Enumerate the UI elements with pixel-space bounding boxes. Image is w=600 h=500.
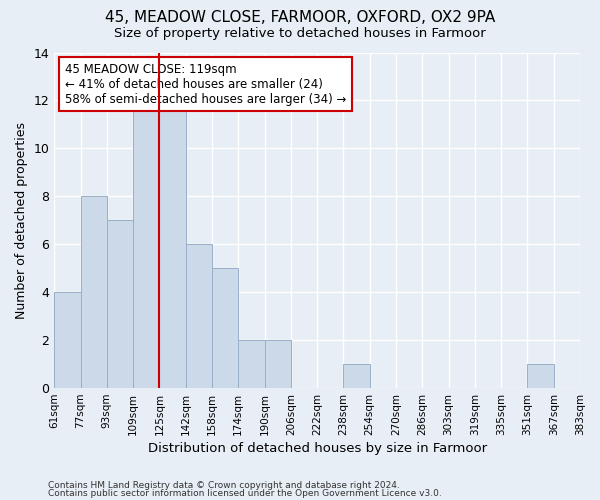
- Bar: [265, 340, 291, 388]
- Text: Contains public sector information licensed under the Open Government Licence v3: Contains public sector information licen…: [48, 489, 442, 498]
- Text: 45, MEADOW CLOSE, FARMOOR, OXFORD, OX2 9PA: 45, MEADOW CLOSE, FARMOOR, OXFORD, OX2 9…: [105, 10, 495, 25]
- X-axis label: Distribution of detached houses by size in Farmoor: Distribution of detached houses by size …: [148, 442, 487, 455]
- Text: Contains HM Land Registry data © Crown copyright and database right 2024.: Contains HM Land Registry data © Crown c…: [48, 480, 400, 490]
- Bar: [238, 340, 265, 388]
- Text: 45 MEADOW CLOSE: 119sqm
← 41% of detached houses are smaller (24)
58% of semi-de: 45 MEADOW CLOSE: 119sqm ← 41% of detache…: [65, 62, 346, 106]
- Bar: [80, 196, 107, 388]
- Bar: [527, 364, 554, 388]
- Text: Size of property relative to detached houses in Farmoor: Size of property relative to detached ho…: [114, 28, 486, 40]
- Bar: [186, 244, 212, 388]
- Bar: [107, 220, 133, 388]
- Bar: [160, 100, 186, 388]
- Bar: [54, 292, 80, 388]
- Y-axis label: Number of detached properties: Number of detached properties: [15, 122, 28, 319]
- Bar: [343, 364, 370, 388]
- Bar: [212, 268, 238, 388]
- Bar: [133, 100, 160, 388]
